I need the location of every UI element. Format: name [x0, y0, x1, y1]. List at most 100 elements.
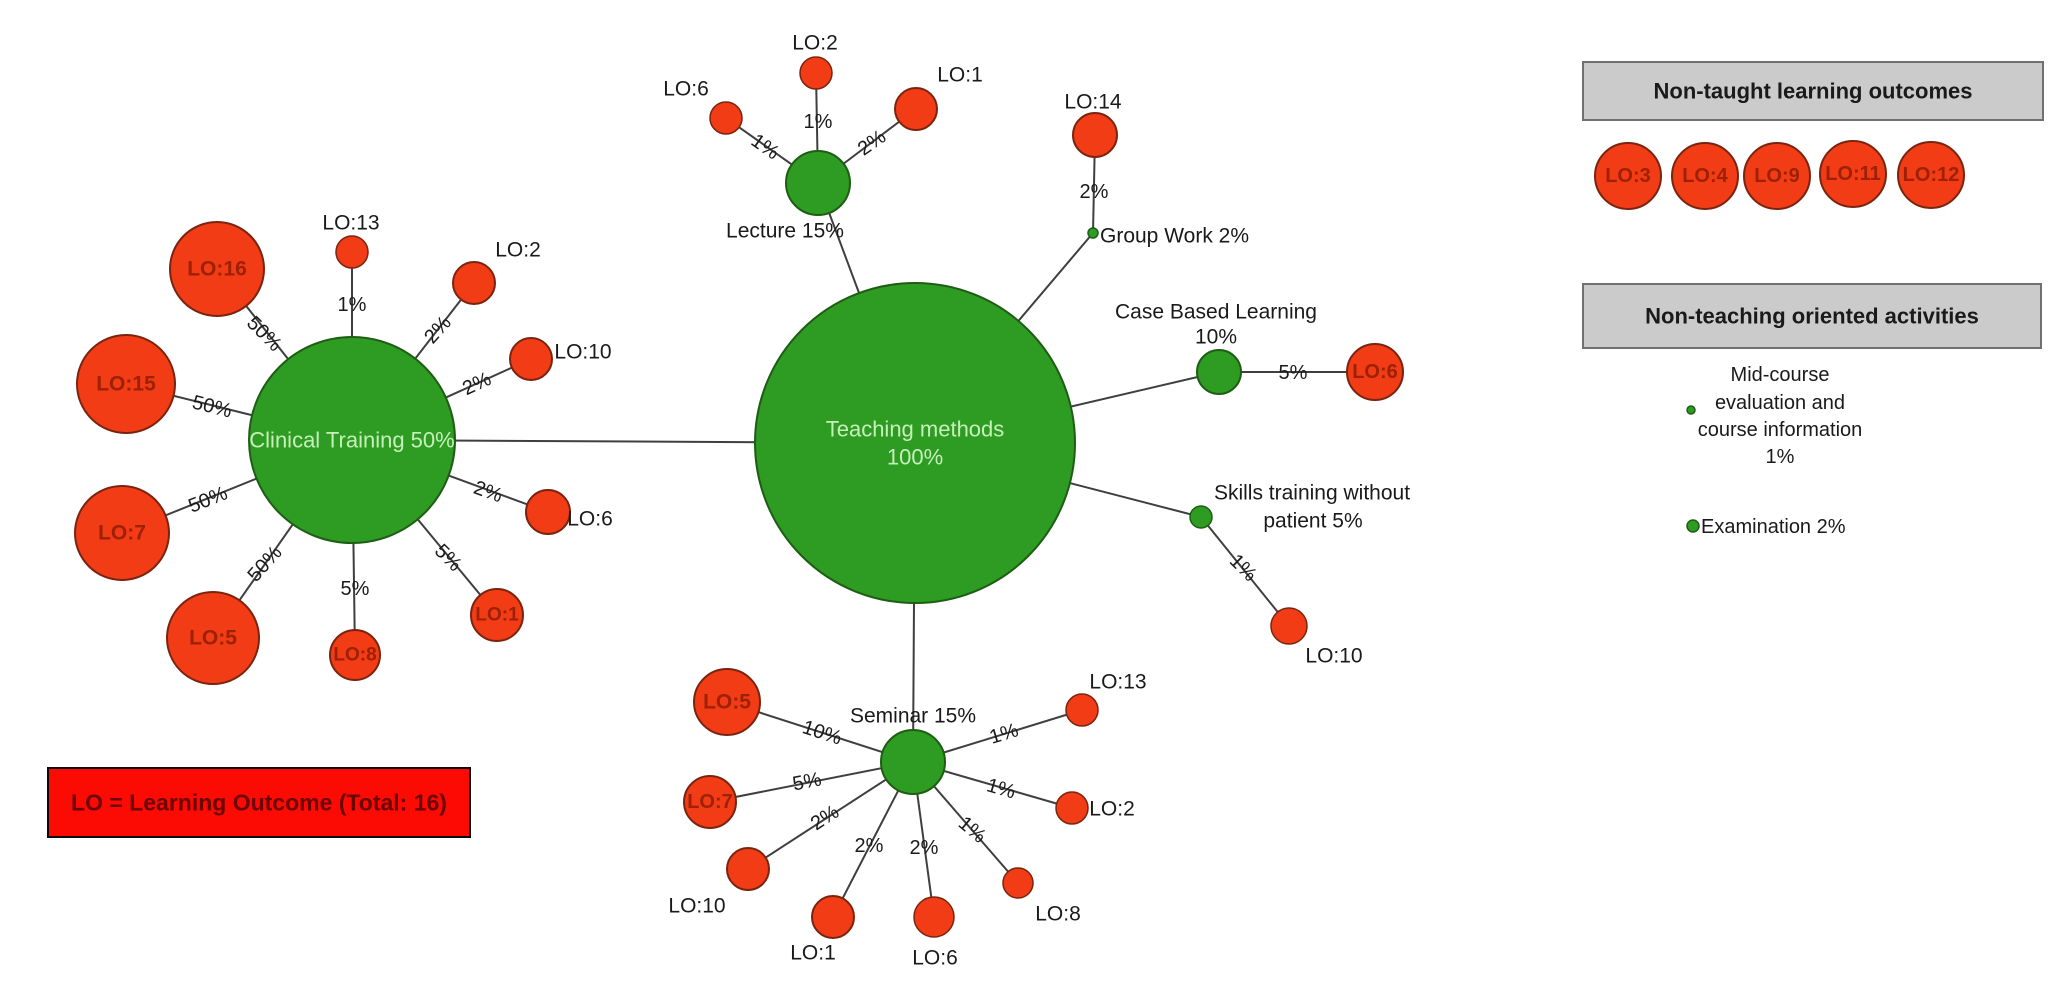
node-sem_lo10 [726, 847, 770, 891]
node-sem_lo1 [811, 895, 855, 939]
node-cl_lo15 [76, 334, 176, 434]
node-cl_lo13 [335, 235, 369, 269]
node-cl_lo5 [166, 591, 260, 685]
edge-seminar-sem_lo7 [709, 761, 914, 803]
pct-cbl: 5% [1279, 362, 1308, 384]
non-teaching-header-box [1582, 283, 2042, 349]
node-midcourse_dot [1686, 405, 1696, 415]
label-sem-lo8: LO:8 [1035, 903, 1081, 926]
label-midcourse-1: Mid-course [1731, 364, 1830, 386]
node-leg_lo11 [1819, 140, 1887, 208]
pct-skills: 1% [1225, 550, 1261, 586]
node-leg_lo3 [1594, 142, 1662, 210]
pct-lec-lo1: 2% [854, 126, 890, 161]
non-taught-header-box [1582, 61, 2044, 121]
node-label-leg_lo11: LO:11 [1825, 163, 1881, 185]
node-leg_lo12 [1897, 141, 1965, 209]
label-skl-lo10: LO:10 [1305, 645, 1362, 668]
node-sem_lo7 [683, 775, 737, 829]
node-label-cl_lo5: LO:5 [189, 627, 237, 650]
node-cbl [1196, 349, 1242, 395]
node-label-leg_lo3: LO:3 [1605, 165, 1651, 187]
node-label-cl_lo16: LO:16 [187, 258, 247, 281]
node-label-cl_lo8: LO:8 [333, 645, 376, 666]
node-label-leg_lo4: LO:4 [1682, 165, 1728, 187]
pct-lo14: 2% [1080, 181, 1109, 203]
node-lo14 [1072, 112, 1118, 158]
node-cl_lo1 [470, 588, 524, 642]
label-lecture: Lecture 15% [726, 220, 844, 243]
node-sem_lo5 [693, 668, 761, 736]
pct-sem-lo8: 1% [954, 812, 990, 848]
label-seminar: Seminar 15% [850, 705, 976, 728]
node-label-line: 100% [887, 445, 943, 470]
node-label-cl_lo1: LO:1 [475, 605, 519, 626]
label-cl-lo10: LO:10 [554, 341, 611, 364]
pct-cl-lo5: 50% [243, 542, 286, 587]
node-label-line: Teaching methods [826, 417, 1005, 442]
node-exam_dot [1686, 519, 1700, 533]
label-case-based-2: 10% [1195, 326, 1237, 349]
pct-cl-lo6: 2% [471, 477, 506, 508]
pct-cl-lo15: 50% [190, 391, 234, 422]
node-seminar [880, 729, 946, 795]
node-cl_lo6 [525, 489, 571, 535]
pct-sem-lo6: 2% [910, 837, 939, 859]
non-teaching-header-label: Non-teaching oriented activities [1645, 304, 1979, 329]
node-label-leg_lo9: LO:9 [1754, 165, 1800, 187]
label-midcourse-4: 1% [1766, 446, 1795, 468]
label-sem-lo1: LO:1 [790, 942, 836, 965]
label-midcourse-2: evaluation and [1715, 392, 1845, 414]
node-cl_lo8 [329, 629, 381, 681]
label-examination: Examination 2% [1701, 516, 1846, 538]
pct-lec-lo2: 1% [804, 111, 833, 133]
node-leg_lo9 [1743, 142, 1811, 210]
non-taught-header-label: Non-taught learning outcomes [1654, 79, 1973, 104]
node-leg_lo4 [1671, 142, 1739, 210]
label-midcourse-3: course information [1698, 419, 1863, 441]
node-cbl_lo6 [1346, 343, 1404, 401]
pct-cl-lo2: 2% [420, 312, 456, 348]
node-groupwork [1087, 227, 1099, 239]
pct-sem-lo10: 2% [807, 801, 843, 835]
node-skills [1189, 505, 1213, 529]
label-sem-lo2: LO:2 [1089, 798, 1135, 821]
label-sem-lo6: LO:6 [912, 947, 958, 970]
pct-sem-lo7: 5% [791, 768, 824, 795]
node-sem_lo13 [1065, 693, 1099, 727]
node-lec_lo2 [799, 56, 833, 90]
label-case-based-1: Case Based Learning [1115, 301, 1317, 324]
node-label-cbl_lo6: LO:6 [1352, 361, 1398, 383]
pct-sem-lo5: 10% [800, 716, 845, 749]
node-label-line: Clinical Training 50% [249, 428, 454, 453]
node-cl_lo7 [74, 485, 170, 581]
label-sem-lo13: LO:13 [1089, 671, 1146, 694]
node-lec_lo6 [709, 101, 743, 135]
node-label-cl_lo15: LO:15 [96, 373, 156, 396]
label-skills-1: Skills training without [1214, 482, 1410, 505]
label-lo14: LO:14 [1064, 91, 1122, 114]
node-lecture [785, 150, 851, 216]
label-skills-2: patient 5% [1263, 510, 1362, 533]
pct-sem-lo1: 2% [855, 835, 884, 857]
node-sem_lo6 [913, 896, 955, 938]
node-label-sem_lo5: LO:5 [703, 691, 751, 714]
edge-skills-skl_lo10 [1200, 516, 1290, 627]
label-cl-lo2: LO:2 [495, 239, 541, 262]
label-cl-lo6: LO:6 [567, 508, 613, 531]
pct-cl-lo7: 50% [185, 482, 231, 517]
node-skl_lo10 [1270, 607, 1308, 645]
label-cl-lo13: LO:13 [322, 212, 379, 235]
pct-cl-lo13: 1% [338, 294, 367, 316]
node-label-leg_lo12: LO:12 [1903, 164, 1960, 186]
node-sem_lo2 [1055, 791, 1089, 825]
lo-note-box [47, 767, 471, 838]
label-lec-lo2: LO:2 [792, 32, 838, 55]
node-cl_lo16 [169, 221, 265, 317]
node-cl_lo10 [509, 337, 553, 381]
lo-note-label: LO = Learning Outcome (Total: 16) [71, 790, 447, 816]
node-label-sem_lo7: LO:7 [687, 791, 733, 813]
node-sem_lo8 [1002, 867, 1034, 899]
